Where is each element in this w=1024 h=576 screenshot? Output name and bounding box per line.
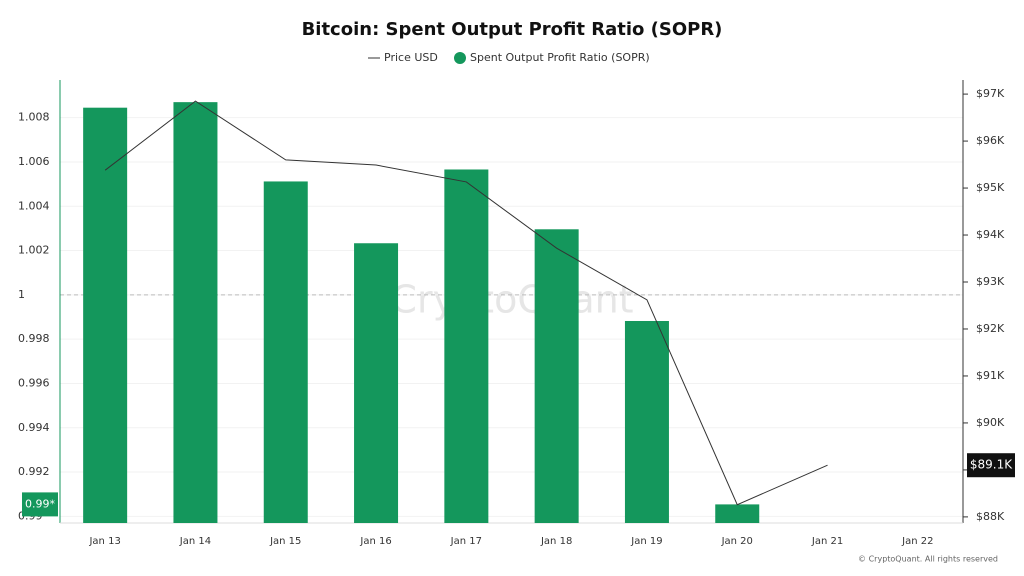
legend-label: Spent Output Profit Ratio (SOPR) [470,51,650,64]
watermark: CryptoQuant [390,278,633,322]
y2-tick-label: $90K [976,416,1005,429]
bar [624,320,669,523]
bar [715,504,760,523]
y2-tick-label: $97K [976,87,1005,100]
value-badge [22,492,58,517]
bar [354,243,399,524]
y-tick-label: 1 [18,288,25,301]
value-label: $89.1K [970,458,1013,472]
legend-label: Price USD [384,51,438,64]
x-tick-label: Jan 16 [359,536,391,547]
x-tick-label: Jan 13 [88,536,120,547]
y-tick-label: 0.998 [18,332,50,345]
y-tick-label: 0.992 [18,465,50,478]
bar [534,229,579,523]
value-badge [967,453,1015,478]
y-tick-label: 1.006 [18,155,50,168]
y2-tick-label: $94K [976,228,1005,241]
x-tick-label: Jan 18 [540,536,572,547]
x-tick-label: Jan 17 [450,536,482,547]
y-tick-label: 1.002 [18,244,50,257]
footer: © CryptoQuant. All rights reserved [858,555,998,564]
chart-title: Bitcoin: Spent Output Profit Ratio (SOPR… [302,19,723,40]
y2-tick-label: $93K [976,275,1005,288]
y-tick-label: 0.994 [18,421,50,434]
y-tick-label: 1.004 [18,199,50,212]
bar [83,107,128,523]
y2-tick-label: $95K [976,181,1005,194]
y2-tick-label: $91K [976,369,1005,382]
bar [173,102,218,524]
y-tick-label: 0.996 [18,376,50,389]
y2-tick-label: $88K [976,510,1005,523]
y2-tick-label: $96K [976,134,1005,147]
value-label: 0.99* [25,497,55,510]
x-tick-label: Jan 15 [269,536,301,547]
x-tick-label: Jan 19 [630,536,662,547]
legend-dot [454,52,466,64]
price-line [104,100,828,506]
y2-tick-label: $92K [976,322,1005,335]
x-tick-label: Jan 20 [721,536,753,547]
x-tick-label: Jan 14 [179,536,211,547]
bar [263,181,308,523]
x-tick-label: Jan 21 [811,536,843,547]
bar [444,169,489,523]
y-tick-label: 1.008 [18,111,50,124]
x-tick-label: Jan 22 [901,536,933,547]
